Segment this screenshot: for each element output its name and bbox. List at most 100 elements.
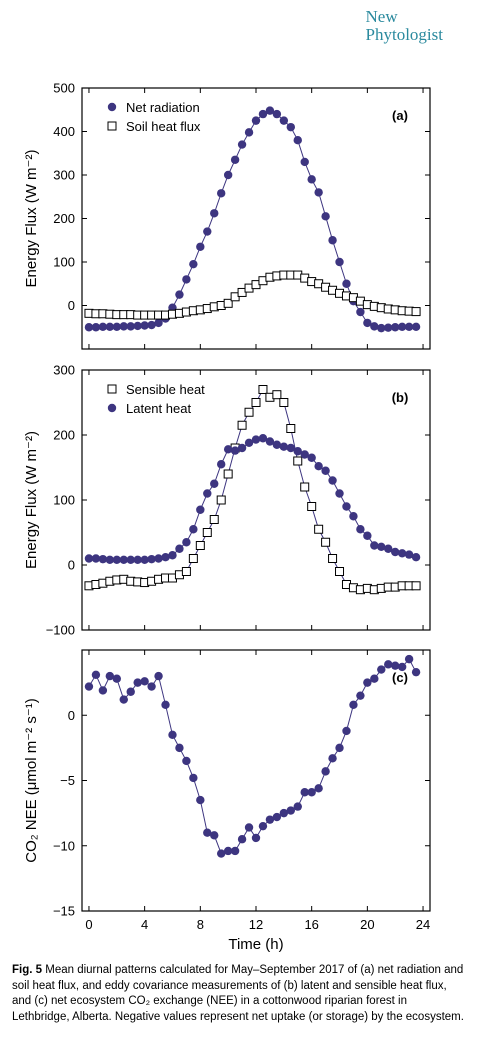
- data-point: [300, 482, 310, 492]
- series-net-radiation: [84, 106, 421, 333]
- data-point: [272, 812, 282, 822]
- data-point: [154, 318, 163, 328]
- data-point: [335, 257, 344, 267]
- data-point: [147, 682, 156, 691]
- data-point: [98, 554, 108, 564]
- data-point: [84, 323, 94, 332]
- data-point: [286, 806, 295, 815]
- data-point: [397, 549, 407, 558]
- data-point: [293, 447, 302, 456]
- data-point: [168, 730, 177, 740]
- data-point: [286, 424, 296, 433]
- data-point: [154, 554, 163, 563]
- data-point: [307, 453, 316, 462]
- legend-label: Latent heat: [126, 401, 191, 416]
- data-point: [196, 505, 205, 514]
- data-point: [391, 661, 400, 670]
- data-point: [321, 212, 330, 221]
- figure-caption: Fig. 5 Mean diurnal patterns calculated …: [12, 963, 467, 1025]
- data-point: [223, 846, 233, 856]
- data-point: [217, 460, 226, 469]
- data-point: [328, 754, 337, 763]
- data-point: [411, 667, 421, 677]
- panel-label: (a): [392, 108, 408, 123]
- data-point: [321, 466, 330, 475]
- y-tick-label: 200: [53, 211, 75, 226]
- data-point: [189, 525, 198, 534]
- data-point: [84, 682, 94, 691]
- panel-a: 0 100 200 300 400 500 Energy Flux (W m⁻²) (a) Ne…: [23, 81, 431, 350]
- data-point: [356, 525, 365, 534]
- legend-marker: [107, 403, 117, 413]
- data-point: [363, 531, 372, 540]
- data-point: [328, 554, 338, 563]
- data-point: [363, 678, 372, 687]
- data-point: [154, 671, 163, 681]
- legend-label: Net radiation: [126, 100, 200, 115]
- data-point: [279, 116, 289, 125]
- data-point: [217, 849, 226, 858]
- data-point: [237, 835, 247, 844]
- panel-label: (c): [392, 670, 408, 685]
- data-point: [175, 290, 184, 299]
- data-point: [293, 456, 303, 466]
- plot-frame: [81, 649, 431, 912]
- data-point: [258, 385, 268, 394]
- data-point: [411, 553, 421, 562]
- data-point: [377, 665, 386, 674]
- data-point: [161, 553, 170, 562]
- data-point: [391, 547, 400, 557]
- y-tick-label: −100: [46, 623, 75, 638]
- data-point: [342, 502, 351, 511]
- y-axis-label: CO₂ NEE (μmol m⁻² s⁻¹): [23, 698, 40, 862]
- data-point: [244, 438, 254, 447]
- data-point: [258, 434, 268, 443]
- data-point: [189, 259, 198, 269]
- data-point: [300, 450, 309, 459]
- data-point: [203, 227, 212, 236]
- data-point: [244, 128, 254, 137]
- data-point: [210, 831, 219, 840]
- legend: Net radiation Soil heat flux: [107, 100, 201, 134]
- data-point: [314, 188, 323, 197]
- panel-c: −15 −10 −5 0 0 4 8 12 16 20 24 Time (h) CO₂ NEE (μmo…: [23, 649, 431, 953]
- data-point: [98, 686, 108, 695]
- x-tick-label: 8: [197, 917, 204, 932]
- data-point: [119, 322, 128, 331]
- data-point: [182, 756, 191, 766]
- data-point: [216, 495, 226, 505]
- data-point: [307, 502, 317, 511]
- data-point: [223, 170, 233, 180]
- data-point: [335, 743, 344, 753]
- data-point: [258, 821, 268, 831]
- y-tick-label: 100: [53, 255, 75, 270]
- data-point: [265, 437, 275, 446]
- x-tick-label: 4: [141, 917, 148, 932]
- data-point: [175, 544, 184, 553]
- data-point: [258, 109, 268, 119]
- data-point: [397, 322, 407, 332]
- data-point: [272, 440, 282, 449]
- data-point: [411, 581, 421, 591]
- data-point: [105, 671, 115, 681]
- data-point: [210, 209, 219, 218]
- y-tick-label: 100: [53, 493, 75, 508]
- data-point: [314, 784, 323, 793]
- legend-label: Sensible heat: [126, 382, 205, 397]
- data-point: [223, 469, 233, 479]
- data-point: [314, 462, 323, 471]
- series-0: [84, 654, 421, 858]
- panel-b: −100 0 100 200 300 Energy Flux (W m⁻²) (b) Sens…: [23, 363, 431, 638]
- data-point: [300, 788, 309, 797]
- data-point: [251, 116, 261, 125]
- data-point: [91, 670, 101, 679]
- data-point: [230, 846, 240, 856]
- series-line: [88, 658, 417, 855]
- data-point: [209, 515, 219, 524]
- data-point: [321, 537, 331, 547]
- data-point: [272, 109, 282, 119]
- data-point: [349, 512, 358, 521]
- data-point: [244, 407, 254, 417]
- data-point: [140, 677, 149, 686]
- data-point: [91, 323, 101, 332]
